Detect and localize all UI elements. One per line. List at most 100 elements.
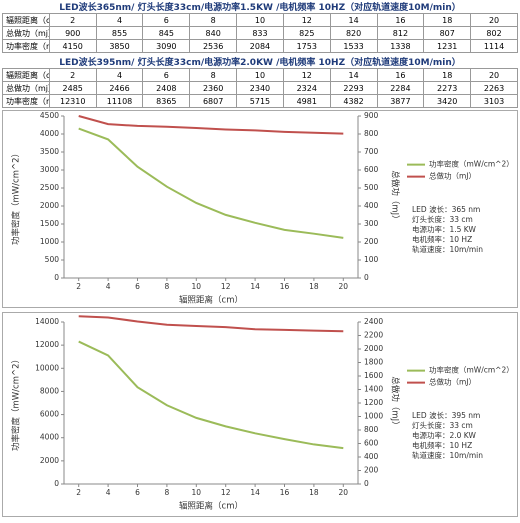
y2-tick-label: 600	[364, 439, 379, 448]
x-tick-label: 8	[165, 282, 170, 291]
x-tick-label: 14	[250, 488, 260, 497]
table-cell: 14	[329, 13, 378, 27]
table-cell: 16	[376, 68, 425, 82]
y-tick-label: 500	[45, 255, 60, 264]
frame	[2, 110, 518, 308]
y-tick-label: 4000	[40, 433, 59, 442]
x-tick-label: 16	[280, 282, 290, 291]
table-cell: 2263	[470, 81, 518, 95]
x-tick-label: 4	[106, 488, 111, 497]
table-cell: 3420	[423, 94, 472, 108]
y2-tick-label: 200	[364, 237, 379, 246]
legend-label: 功率密度（mW/cm^2）	[429, 159, 514, 169]
x-tick-label: 20	[339, 282, 349, 291]
table-cell: 6807	[189, 94, 238, 108]
annotation: 电源功率：2.0 KW	[412, 430, 476, 440]
table-cell: 10	[236, 13, 284, 27]
table-cell: 2324	[282, 81, 331, 95]
x-tick-label: 12	[221, 488, 231, 497]
y-tick-label: 2000	[40, 456, 59, 465]
y-tick-label: 8000	[40, 386, 59, 395]
table-cell: 840	[189, 26, 238, 40]
x-tick-label: 2	[76, 282, 81, 291]
x-tick-label: 4	[106, 282, 111, 291]
x-axis-label: 辐照距离（cm）	[179, 295, 243, 306]
table-cell: 12	[282, 68, 331, 82]
y2-tick-label: 200	[364, 466, 379, 475]
legend-label: 功率密度（mW/cm^2）	[429, 365, 514, 375]
table-cell: 3877	[376, 94, 425, 108]
table-title: LED波长365nm/ 灯头长度33cm/电源功率1.5KW /电机频率 10H…	[59, 3, 461, 13]
y2-tick-label: 900	[364, 111, 379, 120]
table-cell: 20	[470, 68, 518, 82]
table-cell: 1533	[329, 39, 378, 53]
tables: LED波长365nm/ 灯头长度33cm/电源功率1.5KW /电机频率 10H…	[0, 0, 520, 108]
table-cell: 1338	[376, 39, 425, 53]
annotation: LED 波长：365 nm	[412, 204, 480, 214]
table-cell: 4	[95, 13, 144, 27]
table-cell: 4981	[282, 94, 331, 108]
table-cell: 10	[236, 68, 284, 82]
table-cell: 18	[423, 68, 472, 82]
x-tick-label: 12	[221, 282, 231, 291]
row-header: 功率密度（mW/cm^2）	[2, 39, 50, 53]
table-cell: 2466	[95, 81, 144, 95]
y-tick-label: 1500	[40, 219, 59, 228]
row-header: 辐照距离（cm）	[2, 68, 50, 82]
table-cell: 2408	[142, 81, 191, 95]
y-tick-label: 2500	[40, 183, 59, 192]
x-tick-label: 10	[192, 282, 202, 291]
table-cell: 833	[236, 26, 284, 40]
table-cell: 2284	[376, 81, 425, 95]
y2-tick-label: 400	[364, 452, 379, 461]
table-cell: 6	[142, 13, 191, 27]
table-cell: 8	[189, 13, 238, 27]
row-header: 总做功（mj）	[2, 26, 50, 40]
annotation: 电机频率：10 HZ	[412, 234, 472, 244]
frame	[2, 312, 518, 517]
y2-tick-label: 800	[364, 425, 379, 434]
annotation: 电机频率：10 HZ	[412, 440, 472, 450]
annotation: LED 波长：395 nm	[412, 410, 480, 420]
table-cell: 3850	[95, 39, 144, 53]
y2-tick-label: 1200	[364, 398, 383, 407]
chart: 0500100015002000250030003500400045000100…	[2, 110, 518, 308]
x-axis-label: 辐照距离（cm）	[179, 501, 243, 512]
y-axis-label: 功率密度（mW/cm^2）	[11, 149, 22, 245]
table-cell: 812	[376, 26, 425, 40]
x-tick-label: 8	[165, 488, 170, 497]
table-cell: 4382	[329, 94, 378, 108]
annotation: 灯头长度：33 cm	[412, 214, 473, 224]
y-tick-label: 14000	[35, 317, 59, 326]
table-cell: 2	[48, 13, 97, 27]
table-cell: 5715	[236, 94, 284, 108]
chart: 0 2000 4000 6000 8000 10000 12000 14000 0 200 400 6…	[2, 312, 518, 517]
table-cell: 900	[48, 26, 97, 40]
y2-tick-label: 400	[364, 201, 379, 210]
table-cell: 2536	[189, 39, 238, 53]
x-tick-label: 2	[76, 488, 81, 497]
table-cell: 14	[329, 68, 378, 82]
table-cell: 855	[95, 26, 144, 40]
y2-tick-label: 100	[364, 255, 379, 264]
y-tick-label: 3500	[40, 147, 59, 156]
y2-tick-label: 1800	[364, 358, 383, 367]
y-tick-label: 0	[54, 479, 59, 488]
table-cell: 802	[470, 26, 518, 40]
y-axis-label: 功率密度（mW/cm^2）	[11, 355, 22, 451]
y-tick-label: 10000	[35, 363, 59, 372]
table-cell: 1753	[282, 39, 331, 53]
legend-label: 总做功（mJ）	[429, 171, 476, 181]
table-cell: 2293	[329, 81, 378, 95]
table-cell: 20	[470, 13, 518, 27]
table-cell: 4150	[48, 39, 97, 53]
table-title: LED波长395nm/ 灯头长度33cm/电源功率2.0KW /电机频率 10H…	[59, 58, 461, 68]
table-cell: 2273	[423, 81, 472, 95]
annotation: 电源功率：1.5 KW	[412, 224, 476, 234]
x-tick-label: 18	[309, 282, 319, 291]
y-tick-label: 6000	[40, 410, 59, 419]
y2-axis-label: 总做功（mJ）	[390, 170, 401, 223]
annotation: 轨道速度：10m/min	[412, 450, 483, 460]
y-tick-label: 3000	[40, 165, 59, 174]
